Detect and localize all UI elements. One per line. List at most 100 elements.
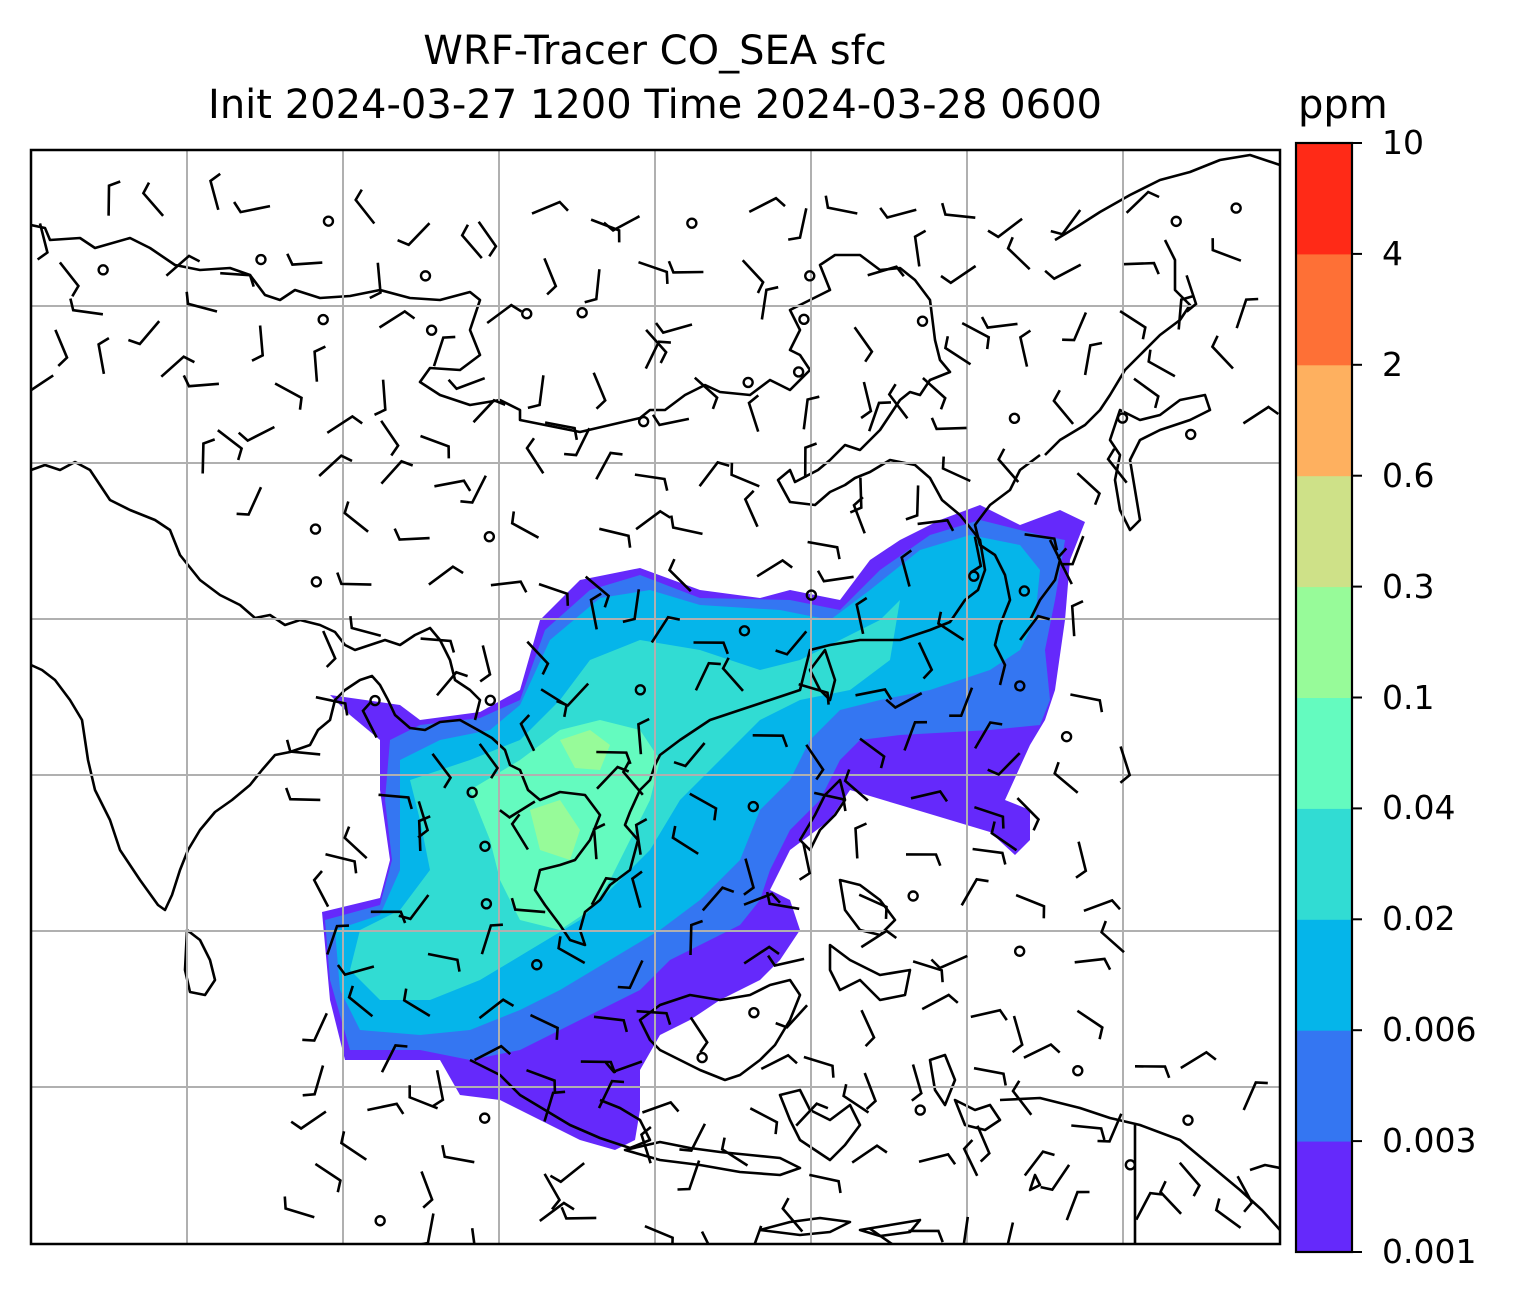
wind-barb <box>1076 472 1102 506</box>
calm-wind-marker <box>419 270 432 282</box>
wind-barb <box>973 805 1005 829</box>
wind-barb <box>285 739 321 756</box>
wind-barb <box>1052 389 1075 425</box>
wind-barb <box>765 891 800 911</box>
wind-barb <box>936 611 965 641</box>
colorbar-segment <box>1296 697 1352 809</box>
wind-barb <box>378 793 413 810</box>
wind-barb <box>380 1044 408 1073</box>
wind-barb <box>787 208 808 241</box>
wind-barbs <box>31 172 1280 1244</box>
wind-barb <box>36 223 49 261</box>
wind-barb <box>336 964 375 977</box>
wind-barb <box>313 345 326 382</box>
wind-barb <box>478 743 500 779</box>
wind-barb <box>165 254 201 277</box>
calm-wind-marker <box>309 523 322 535</box>
map-title: WRF-Tracer CO_SEA sfc <box>423 28 887 74</box>
wind-barb <box>556 682 590 708</box>
calm-wind-marker <box>1124 1159 1137 1171</box>
colorbar-tick-label: 0.6 <box>1382 455 1435 495</box>
wind-barb <box>510 813 530 851</box>
colorbar-segment <box>1296 1141 1352 1253</box>
wind-barb <box>654 322 693 335</box>
calm-wind-marker <box>322 215 335 227</box>
wind-barb <box>775 630 808 656</box>
wind-barb <box>526 640 550 675</box>
wind-barb <box>598 527 632 548</box>
wind-barb <box>590 218 621 243</box>
wind-barb <box>743 858 755 896</box>
wind-barb <box>427 952 461 972</box>
wind-barb <box>921 993 959 1011</box>
wind-barb <box>543 1173 562 1211</box>
wind-barb <box>730 462 760 488</box>
wind-barb <box>499 800 536 819</box>
colorbar-segment <box>1296 364 1352 477</box>
wind-barb <box>436 670 469 697</box>
wind-barb <box>525 437 545 475</box>
wind-barb <box>479 645 492 683</box>
wind-barb <box>760 285 779 320</box>
wind-barb <box>860 381 873 420</box>
wind-barb <box>160 355 195 378</box>
wind-barb <box>557 936 586 965</box>
wind-barb <box>1133 377 1160 409</box>
wind-barb <box>694 661 721 691</box>
colorbar-segment <box>1296 808 1352 920</box>
colorbar-unit: ppm <box>1298 82 1388 128</box>
wind-barb <box>432 335 456 367</box>
calm-wind-marker <box>696 1051 708 1064</box>
calm-wind-marker <box>637 415 650 428</box>
calm-wind-marker <box>968 570 980 582</box>
colorbar-segment <box>1296 1030 1352 1142</box>
calm-wind-marker <box>255 253 267 266</box>
wind-barb <box>478 998 515 1020</box>
wind-barb <box>987 752 1021 777</box>
wind-barb <box>373 379 387 416</box>
wind-barb <box>617 959 644 990</box>
wind-barb <box>679 1123 707 1152</box>
wind-barb <box>1011 1015 1024 1054</box>
wind-barb <box>1062 311 1088 342</box>
colorbar-segment <box>1296 253 1352 366</box>
calm-wind-marker <box>738 625 751 637</box>
gridlines <box>31 150 1280 1244</box>
wind-barb <box>760 1053 798 1071</box>
calm-wind-marker <box>1116 412 1129 424</box>
wind-barb <box>913 229 927 267</box>
calm-wind-marker <box>480 898 493 910</box>
wind-barb <box>638 260 669 284</box>
calm-wind-marker <box>521 308 533 320</box>
wind-barb <box>943 335 972 366</box>
colorbar-segment <box>1296 475 1352 588</box>
wind-barb <box>354 188 376 225</box>
wind-barb <box>987 217 1023 239</box>
calm-wind-marker <box>1060 730 1073 743</box>
wind-barb <box>900 549 913 587</box>
wind-barb <box>447 376 486 391</box>
wind-barb <box>918 1152 957 1165</box>
wind-barb <box>543 1090 566 1122</box>
wind-barb <box>741 259 765 294</box>
calm-wind-marker <box>1170 215 1182 228</box>
wind-barb <box>990 821 1018 852</box>
wind-barb <box>69 298 104 316</box>
calm-wind-marker <box>1008 412 1021 425</box>
wind-barb <box>842 1083 870 1114</box>
wind-barb <box>743 892 781 906</box>
wind-barb <box>393 528 430 541</box>
wind-barb <box>749 1107 779 1135</box>
wind-barb <box>853 326 874 363</box>
wind-barb <box>1070 600 1084 637</box>
calm-wind-marker <box>1014 680 1026 692</box>
wind-barb <box>380 459 414 485</box>
wind-barb <box>233 201 271 214</box>
wind-barb <box>1075 841 1088 879</box>
wind-barb <box>1056 547 1073 585</box>
wind-barb <box>969 536 983 574</box>
wind-barb <box>843 769 869 802</box>
colorbar-tick-label: 2 <box>1382 344 1403 384</box>
wind-barb <box>809 1173 842 1194</box>
calm-wind-marker <box>792 366 805 378</box>
